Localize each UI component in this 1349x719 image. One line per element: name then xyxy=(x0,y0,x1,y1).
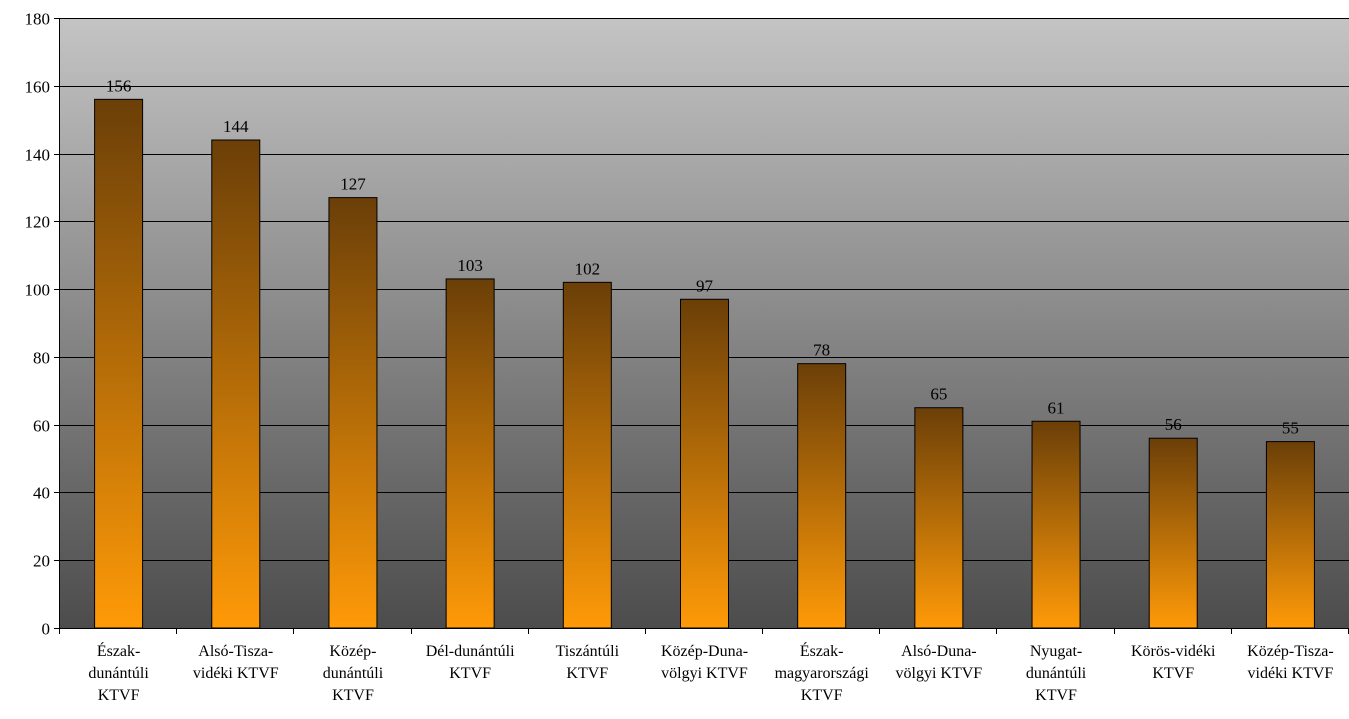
y-tick-label-120: 120 xyxy=(25,213,51,232)
bar-4 xyxy=(563,282,611,628)
y-tick-label-180: 180 xyxy=(25,10,51,29)
data-label-7: 65 xyxy=(930,385,947,404)
data-label-5: 97 xyxy=(696,276,714,295)
y-axis-ticks: 0 20 40 60 80 100 120 140 160 180 xyxy=(25,10,61,639)
x-category-label-6: Észak-magyarországi KTVF xyxy=(775,641,870,704)
y-tick-label-80: 80 xyxy=(33,349,50,368)
data-label-0: 156 xyxy=(106,76,132,95)
data-label-4: 102 xyxy=(575,259,601,278)
y-tick-label-20: 20 xyxy=(33,552,50,571)
bar-5 xyxy=(681,299,729,628)
data-label-9: 56 xyxy=(1165,415,1182,434)
x-category-label-4: Tiszántúli KTVF xyxy=(556,643,620,682)
y-tick-label-60: 60 xyxy=(33,417,50,436)
x-category-label-10: Közép-Tisza-vidéki KTVF xyxy=(1247,643,1334,682)
data-label-8: 61 xyxy=(1048,398,1065,417)
x-axis-categories: Észak-dunántúli KTVF Alsó-Tisza-vidéki KTV… xyxy=(60,628,1349,704)
bar-3 xyxy=(446,279,494,628)
y-tick-label-160: 160 xyxy=(25,78,51,97)
y-tick-label-0: 0 xyxy=(42,620,51,639)
y-tick-label-140: 140 xyxy=(25,146,51,165)
x-category-label-5: Közép-Duna-völgyi KTVF xyxy=(661,643,748,682)
x-category-label-2: Közép-dunántúli KTVF xyxy=(323,643,384,704)
data-label-10: 55 xyxy=(1282,419,1299,438)
bar-1 xyxy=(212,140,260,628)
y-tick-label-40: 40 xyxy=(33,484,50,503)
bar-7 xyxy=(915,408,963,628)
bar-2 xyxy=(329,198,377,628)
bar-10 xyxy=(1266,442,1314,628)
x-category-label-1: Alsó-Tisza-vidéki KTVF xyxy=(193,643,279,682)
data-label-6: 78 xyxy=(813,341,830,360)
x-category-label-3: Dél-dunántúli KTVF xyxy=(426,643,515,682)
bar-8 xyxy=(1032,421,1080,628)
x-category-label-7: Alsó-Duna-völgyi KTVF xyxy=(896,643,983,682)
data-label-2: 127 xyxy=(340,175,366,194)
data-label-1: 144 xyxy=(223,117,249,136)
x-category-label-0: Észak-dunántúli KTVF xyxy=(88,641,149,704)
x-category-label-9: Körös-vidéki KTVF xyxy=(1131,643,1216,682)
data-label-3: 103 xyxy=(457,256,483,275)
bar-6 xyxy=(798,364,846,628)
bar-9 xyxy=(1149,438,1197,628)
y-tick-label-100: 100 xyxy=(25,281,51,300)
bar-0 xyxy=(95,99,143,628)
x-category-label-8: Nyugat-dunántúli KTVF xyxy=(1026,643,1087,704)
